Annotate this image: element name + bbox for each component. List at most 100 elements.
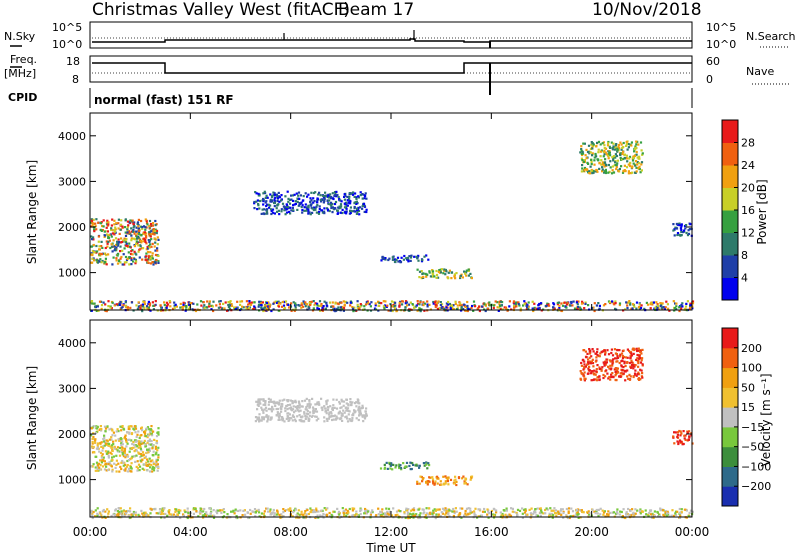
velocity-echo-cell [115,459,118,462]
velocity-echo-cell [587,513,591,516]
velocity-echo-cell [117,438,120,441]
velocity-echo-cell [618,349,621,352]
velocity-echo-cell [442,475,445,478]
velocity-echo-cell [630,359,633,362]
velocity-echo-cell [357,418,360,422]
velocity-echo-cell [306,404,309,408]
velocity-echo-cell [347,413,350,416]
power-echo-cell [581,300,584,303]
power-echo-cell [580,145,583,148]
power-echo-cell [478,305,481,308]
power-echo-cell [130,234,133,237]
velocity-echo-cell [120,429,123,432]
power-echo-cell [416,256,419,259]
velocity-echo-cell [463,514,466,517]
velocity-echo-cell [453,510,456,513]
power-echo-cell [286,206,289,209]
velocity-echo-cell [136,445,139,448]
power-echo-cell [320,304,323,307]
velocity-echo-cell [192,507,195,510]
velocity-echo-cell [131,442,134,446]
power-echo-cell [147,256,151,259]
velocity-echo-cell [674,513,678,516]
velocity-echo-cell [352,412,355,415]
power-echo-cell [369,309,373,312]
velocity-echo-cell [351,417,354,420]
power-echo-cell [329,203,332,206]
power-echo-cell [649,307,652,310]
velocity-echo-cell [548,514,551,517]
velocity-echo-cell [408,464,411,468]
velocity-echo-cell [511,510,514,513]
power-echo-cell [257,204,260,207]
power-echo-cell [348,192,351,195]
velocity-echo-cell [255,400,258,403]
velocity-echo-cell [246,511,249,514]
velocity-echo-cell [633,365,636,368]
velocity-echo-cell [377,507,380,510]
velocity-echo-cell [528,508,531,511]
velocity-echo-cell [567,507,571,510]
velocity-echo-cell [631,508,634,511]
velocity-echo-cell [352,414,355,417]
power-echo-cell [597,159,600,162]
velocity-echo-cell [149,507,152,510]
velocity-colorbar-tick-label: −50 [741,441,764,454]
power-echo-cell [522,304,525,307]
velocity-echo-cell [118,454,122,457]
power-echo-cell [470,306,473,309]
velocity-echo-cell [262,418,265,421]
velocity-echo-cell [156,431,159,434]
velocity-echo-cell [200,511,203,514]
velocity-echo-cell [113,445,116,448]
velocity-echo-cell [117,439,121,442]
power-echo-cell [466,300,469,304]
velocity-echo-cell [146,448,149,451]
power-echo-cell [114,237,118,240]
velocity-echo-cell [182,514,185,517]
power-echo-cell [422,275,425,279]
velocity-echo-cell [598,366,601,369]
velocity-echo-cell [632,352,635,355]
power-echo-cell [417,259,420,262]
velocity-echo-cell [120,444,123,447]
power-echo-cell [312,201,315,204]
velocity-echo-cell [552,513,555,517]
velocity-echo-cell [677,441,680,444]
velocity-echo-cell [280,410,283,413]
velocity-echo-cell [408,512,411,515]
velocity-echo-cell [684,434,687,437]
velocity-echo-cell [601,366,604,369]
velocity-x-axis [89,320,693,517]
velocity-echo-cell [278,399,281,402]
velocity-echo-cell [542,512,545,515]
power-echo-cell [628,164,632,168]
power-echo-cell [298,304,301,307]
power-echo-cell [111,232,114,235]
power-echo-cell [592,145,595,148]
velocity-echo-cell [431,514,434,517]
velocity-echo-cell [140,426,143,429]
power-echo-cell [183,305,186,308]
velocity-echo-cell [320,509,323,512]
power-echo-cell [492,306,495,310]
velocity-echo-cell [585,356,588,359]
power-echo-cell [100,240,103,243]
velocity-echo-cell [651,512,654,515]
velocity-echo-cell [153,466,156,469]
velocity-echo-cell [123,451,126,455]
velocity-echo-cell [158,508,162,511]
velocity-echo-cell [636,359,639,363]
power-echo-cell [607,142,610,145]
velocity-echo-cell [602,511,606,514]
velocity-echo-cell [355,417,358,420]
power-echo-cell [175,305,178,308]
velocity-echo-cell [388,513,391,516]
power-echo-cell [357,209,361,213]
power-echo-cell [107,236,111,240]
power-echo-cell [304,301,307,304]
power-echo-cell [397,260,400,263]
velocity-echo-cell [390,462,393,465]
velocity-echo-cell [326,419,329,422]
velocity-echo-cell [262,512,265,515]
